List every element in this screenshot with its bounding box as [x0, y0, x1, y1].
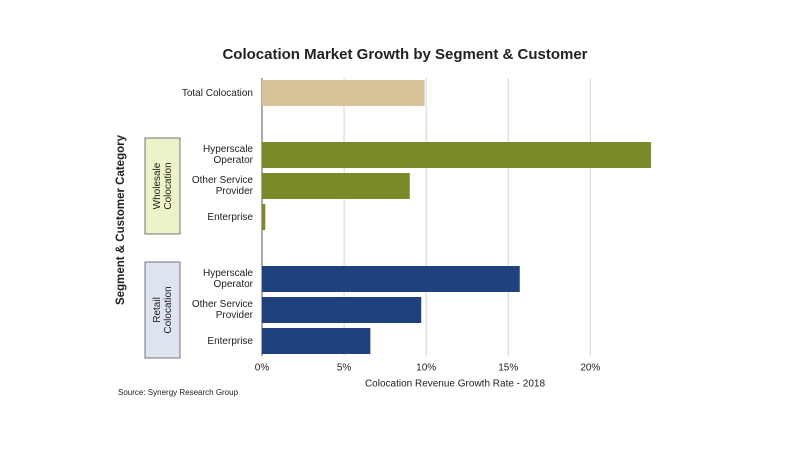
x-tick-label: 15% [498, 363, 518, 374]
y-tick-label: Total Colocation [181, 87, 253, 99]
chart-title: Colocation Market Growth by Segment & Cu… [222, 46, 587, 63]
y-tick-label: Other Service Provider [191, 175, 253, 197]
x-tick-label: 20% [580, 363, 600, 374]
bar [262, 80, 425, 106]
x-axis-title: Colocation Revenue Growth Rate - 2018 [365, 379, 546, 390]
y-tick-label: Other Service Provider [191, 299, 253, 321]
y-tick-label: Enterprise [207, 335, 253, 347]
bar [262, 266, 520, 292]
group-box [144, 261, 181, 359]
bar [262, 204, 266, 230]
bar [262, 297, 422, 323]
source: Source: Synergy Research Group [118, 388, 239, 397]
group-label: RetailColocation [152, 286, 174, 333]
bar [262, 142, 652, 168]
x-tick-label: 5% [337, 363, 352, 374]
bar [262, 173, 410, 199]
x-tick-label: 0% [255, 363, 270, 374]
y-tick-label: Hyperscale Operator [202, 268, 253, 290]
y-tick-label: Hyperscale Operator [202, 144, 253, 166]
group-label: WholesaleColocation [152, 162, 174, 209]
y-tick-label: Enterprise [207, 211, 253, 223]
group-box [144, 137, 181, 235]
y-axis-title: Segment & Customer Category [115, 134, 127, 305]
x-tick-label: 10% [416, 363, 436, 374]
bar [262, 328, 371, 354]
